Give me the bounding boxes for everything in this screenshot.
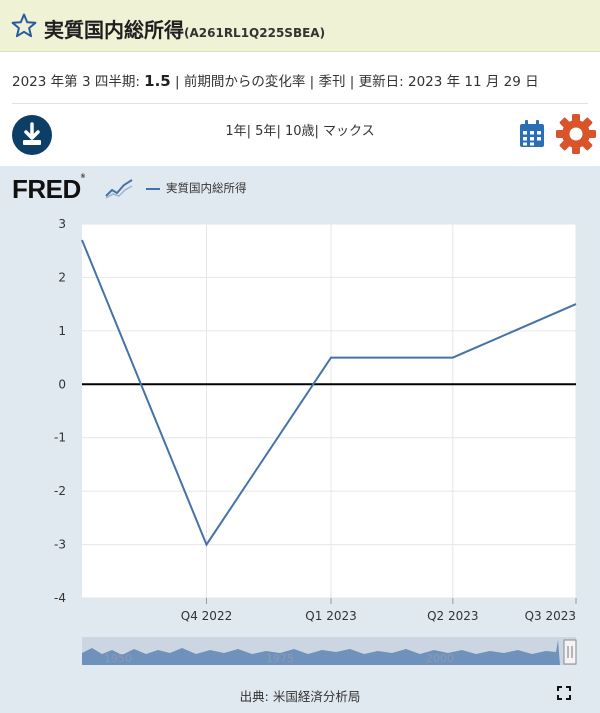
- series-title: 実質国内総所得: [44, 18, 184, 42]
- x-tick-label: Q1 2023: [305, 609, 356, 623]
- x-tick-label: Q3 2023: [525, 609, 576, 623]
- chart-legend: 実質国内総所得: [146, 180, 247, 196]
- navigator-labels: 1950 1975 2000: [104, 652, 454, 665]
- range-navigator[interactable]: 1950 1975 2000: [82, 637, 577, 665]
- y-tick-label: 0: [58, 377, 66, 391]
- latest-value: 1.5: [144, 72, 171, 90]
- download-icon: [23, 122, 41, 145]
- y-tick-label: 3: [58, 217, 66, 231]
- y-tick-label: -1: [54, 431, 66, 445]
- navigator-label: 2000: [426, 652, 454, 665]
- y-tick-label: -2: [54, 484, 66, 498]
- x-tick-label: Q4 2022: [181, 609, 232, 623]
- divider: [12, 103, 588, 104]
- chart-panel: FRED® 実質国内総所得 3 2 1 0 -1 -2 -3 -4 Q4 2022 Q1 202…: [0, 166, 600, 713]
- page-title: 実質国内総所得(A261RL1Q225SBEA): [44, 14, 325, 43]
- calendar-icon[interactable]: [518, 119, 546, 149]
- legend-swatch: [146, 187, 160, 190]
- x-tick-label: Q2 2023: [427, 609, 478, 623]
- source-credit: 出典: 米国経済分析局: [239, 689, 361, 704]
- range-1y[interactable]: 1年: [225, 124, 247, 139]
- line-chart: 3 2 1 0 -1 -2 -3 -4 Q4 2022 Q1 2023 Q2 2023 Q3 202…: [54, 217, 577, 665]
- range-5y[interactable]: 5年: [255, 124, 277, 139]
- range-max[interactable]: マックス: [323, 124, 375, 139]
- navigator-area: [82, 640, 560, 665]
- fred-logo-text: FRED: [12, 174, 81, 204]
- series-id: (A261RL1Q225SBEA): [184, 26, 326, 40]
- date-range-selector: 1年| 5年| 10歳| マックス: [225, 124, 375, 139]
- fred-logo-chart-icon: [104, 176, 134, 200]
- series-line: [81, 239, 577, 547]
- plot-area: [82, 224, 576, 598]
- fred-logo[interactable]: FRED®: [12, 174, 85, 204]
- range-10y[interactable]: 10歳: [284, 124, 315, 139]
- meta-rest: | 前期間からの変化率 | 季刊 | 更新日: 2023 年 11 月 29 日: [175, 74, 539, 90]
- y-axis-ticks: 3 2 1 0 -1 -2 -3 -4: [54, 217, 66, 605]
- series-meta: 2023 年第 3 四半期: 1.5 | 前期間からの変化率 | 季刊 | 更新…: [12, 70, 539, 90]
- period-text: 2023 年第 3 四半期:: [12, 74, 140, 90]
- navigator-handle[interactable]: [563, 639, 577, 665]
- download-button[interactable]: [12, 115, 52, 155]
- x-axis-ticks: Q4 2022 Q1 2023 Q2 2023 Q3 2023: [181, 598, 577, 623]
- y-tick-label: -4: [54, 591, 66, 605]
- gear-icon[interactable]: [556, 114, 596, 154]
- y-tick-label: 1: [58, 324, 66, 338]
- legend-label: 実質国内総所得: [166, 181, 247, 195]
- star-icon[interactable]: [10, 12, 38, 40]
- y-tick-label: -3: [54, 538, 66, 552]
- y-tick-label: 2: [58, 270, 66, 284]
- page-header: 実質国内総所得(A261RL1Q225SBEA): [0, 0, 600, 52]
- navigator-label: 1950: [104, 652, 132, 665]
- navigator-label: 1975: [266, 652, 294, 665]
- fullscreen-icon[interactable]: [557, 686, 571, 700]
